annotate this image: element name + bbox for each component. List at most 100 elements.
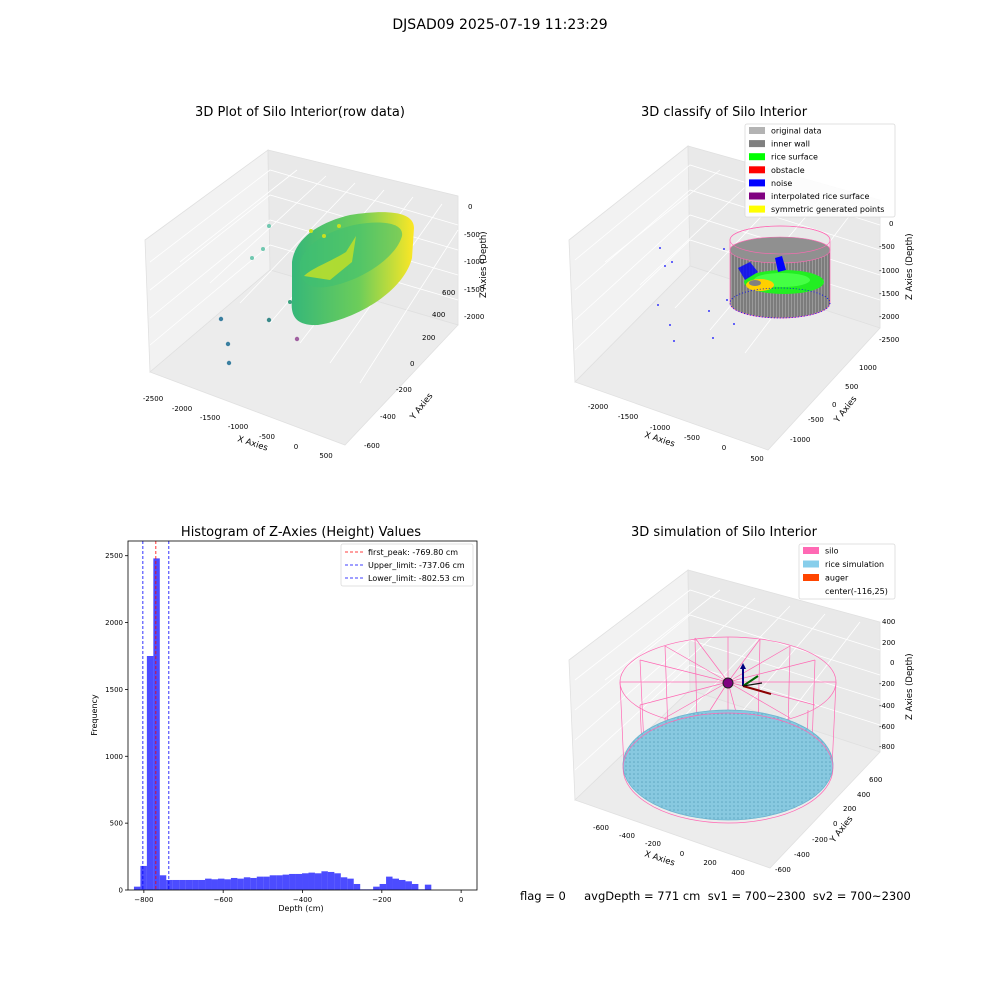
histogram-bar: [411, 883, 419, 890]
histogram-frame: [127, 540, 478, 891]
simulation-legend: silo rice simulation auger center(-116,25): [798, 543, 896, 600]
legend-label: interpolated rice surface: [771, 192, 869, 201]
simulation-panel: 3D simulation of Silo Interior: [568, 525, 915, 877]
y-tick-label: 2500: [105, 552, 123, 560]
svg-text:-1000: -1000: [790, 436, 810, 444]
svg-text:-400: -400: [619, 832, 635, 840]
svg-text:0: 0: [890, 659, 894, 667]
histogram-title: Histogram of Z-Axies (Height) Values: [181, 525, 421, 540]
histogram-bar: [243, 877, 251, 890]
legend-label: rice simulation: [825, 560, 884, 569]
histogram-bar: [327, 871, 335, 890]
svg-text:600: 600: [442, 289, 455, 297]
svg-text:-400: -400: [879, 702, 895, 710]
legend-swatch: [749, 127, 765, 134]
histogram-bar: [379, 883, 387, 890]
histogram-bar: [289, 873, 296, 890]
histogram-bar: [211, 879, 218, 890]
classify-noise-points: [657, 247, 735, 342]
rice-simulation-surface: [622, 709, 834, 821]
histogram-bar: [314, 873, 322, 890]
classify-silo-cylinder: [729, 225, 831, 319]
svg-text:0: 0: [468, 203, 472, 211]
histogram-bar: [269, 875, 277, 890]
y-tick-label: 1000: [105, 753, 123, 761]
histogram-reference-lines: [142, 541, 170, 890]
svg-text:-500: -500: [259, 433, 275, 441]
svg-text:-2000: -2000: [879, 313, 899, 321]
svg-text:-200: -200: [812, 836, 828, 844]
x-tick-label: −400: [293, 896, 312, 904]
histogram-bar: [424, 884, 432, 890]
svg-text:400: 400: [432, 311, 445, 319]
legend-swatch: [749, 140, 765, 148]
legend-swatch: [749, 205, 765, 213]
histogram-bar: [347, 878, 354, 890]
histogram-bar: [302, 873, 309, 890]
simulation-x-ticks: -600 -400 -200 0 200 400: [593, 824, 745, 877]
svg-text:500: 500: [845, 383, 858, 391]
y-tick-label: 0: [119, 887, 123, 895]
simulation-title: 3D simulation of Silo Interior: [631, 525, 818, 540]
histogram-bar: [405, 881, 412, 890]
svg-text:-600: -600: [775, 866, 791, 874]
raw-z-label: Z Axies (Depth): [479, 231, 489, 298]
classify-x-ticks: -2000 -1500 -1000 -500 0 500: [588, 403, 764, 463]
legend-swatch: [803, 574, 819, 581]
histogram-bar: [153, 558, 160, 890]
histogram-bar: [185, 879, 193, 890]
raw-scatter-points: [218, 224, 341, 366]
y-tick-label: 500: [110, 820, 123, 828]
histogram-bar: [146, 655, 154, 890]
histogram-bar: [276, 875, 283, 890]
svg-text:0: 0: [722, 444, 726, 452]
svg-text:-800: -800: [879, 743, 895, 751]
svg-text:-600: -600: [593, 824, 609, 832]
svg-text:-2000: -2000: [464, 313, 484, 321]
svg-text:-1000: -1000: [464, 258, 484, 266]
histogram-panel: Histogram of Z-Axies (Height) Values −80…: [90, 525, 478, 913]
legend-swatch: [749, 179, 765, 187]
simulation-y-ticks: -600 -400 -200 0 200 400 600: [775, 776, 882, 874]
classify-y-ticks: -1000 -500 0 500 1000: [790, 364, 877, 444]
svg-text:-1500: -1500: [200, 414, 220, 422]
legend-swatch: [803, 560, 819, 568]
raw-y-label: Y Axies: [408, 391, 436, 423]
svg-text:-1000: -1000: [879, 267, 899, 275]
svg-text:200: 200: [422, 334, 435, 342]
classify-z-label: Z Axies (Depth): [905, 233, 915, 300]
histogram-x-ticks: −800 −600 −400 −200 0: [134, 890, 463, 904]
legend-label: silo: [825, 547, 839, 556]
histogram-bar: [217, 878, 225, 890]
svg-text:500: 500: [750, 455, 763, 463]
svg-text:0: 0: [410, 360, 414, 368]
svg-text:-1500: -1500: [879, 290, 899, 298]
legend-label: symmetric generated points: [771, 205, 884, 214]
svg-text:0: 0: [833, 820, 837, 828]
histogram-bar: [256, 876, 264, 890]
histogram-bar: [386, 876, 393, 890]
svg-text:0: 0: [889, 220, 893, 228]
raw-title: 3D Plot of Silo Interior(row data): [195, 105, 405, 120]
silo-bottom-ring: [622, 712, 834, 824]
raw-z-ticks: 0 -500 -1000 -1500 -2000: [464, 203, 484, 321]
simulation-x-label: X Axies: [643, 849, 676, 868]
svg-text:0: 0: [680, 850, 684, 858]
svg-text:400: 400: [882, 618, 895, 626]
histogram-bar: [159, 875, 167, 890]
figure-title: DJSAD09 2025-07-19 11:23:29: [392, 17, 608, 33]
auger-marker: [722, 663, 772, 695]
svg-text:-600: -600: [364, 442, 380, 450]
svg-text:0: 0: [294, 443, 298, 451]
legend-label: original data: [771, 127, 822, 136]
svg-text:500: 500: [319, 452, 332, 460]
histogram-bar: [334, 873, 341, 890]
svg-text:0: 0: [832, 401, 836, 409]
svg-text:-200: -200: [879, 680, 895, 688]
histogram-bar: [224, 879, 231, 890]
svg-text:-500: -500: [684, 434, 700, 442]
histogram-bar: [373, 886, 380, 890]
legend-swatch: [749, 192, 765, 200]
status-footer: flag = 0 avgDepth = 771 cm sv1 = 700~230…: [520, 889, 911, 903]
legend-label: auger: [825, 574, 849, 583]
